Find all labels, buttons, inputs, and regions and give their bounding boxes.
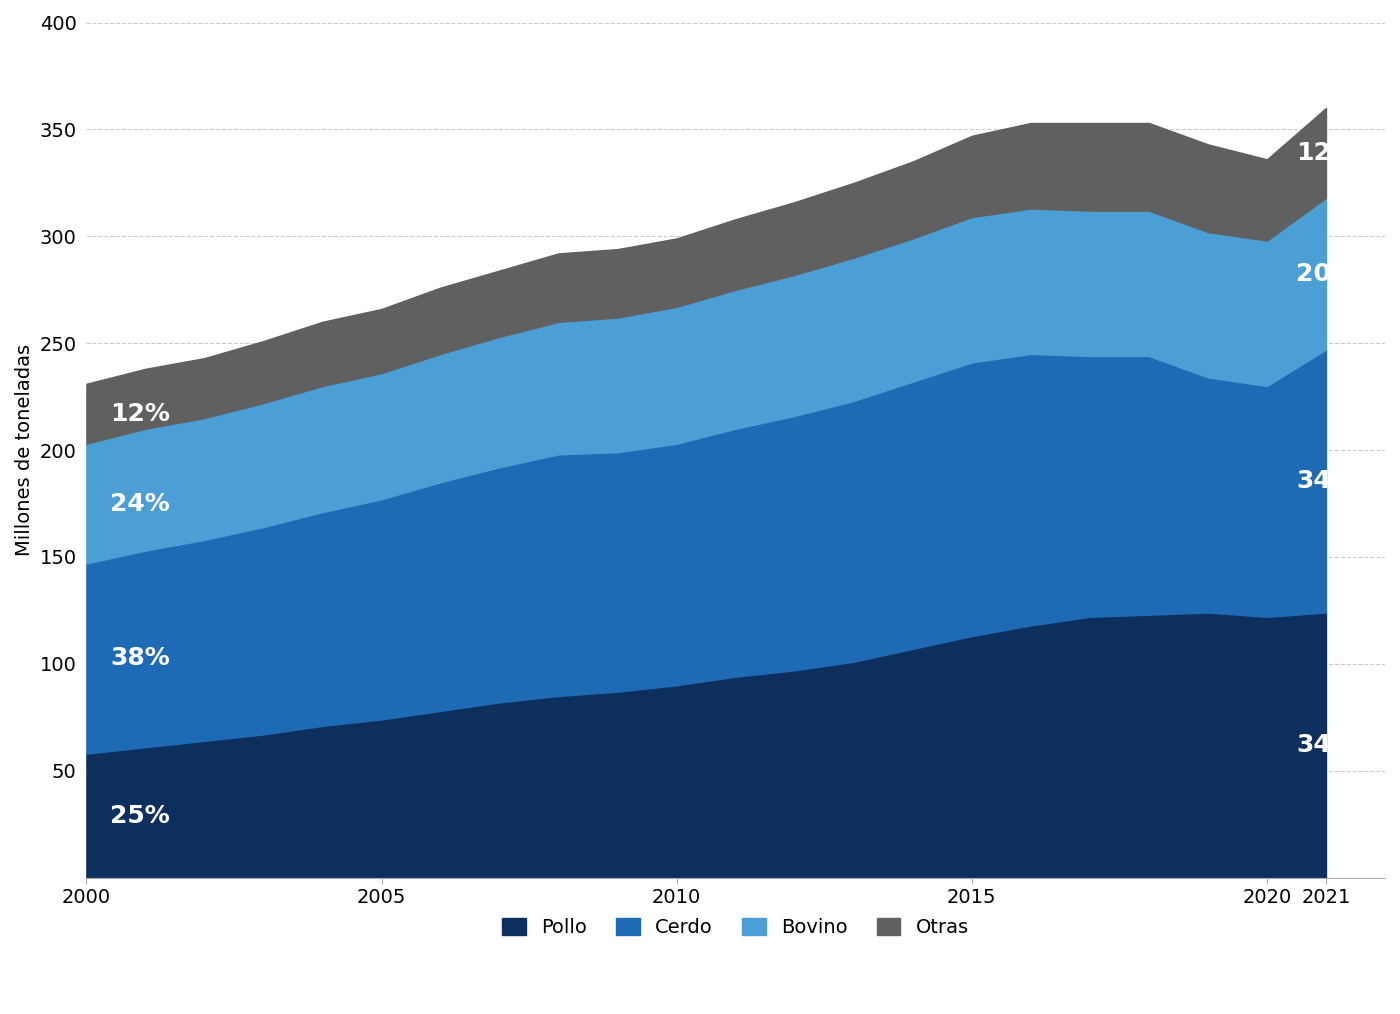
Text: 38%: 38% bbox=[111, 647, 169, 670]
Text: 34%: 34% bbox=[1296, 733, 1357, 757]
Text: 25%: 25% bbox=[111, 804, 169, 827]
Y-axis label: Millones de toneladas: Millones de toneladas bbox=[15, 344, 34, 556]
Text: 12%: 12% bbox=[111, 402, 169, 426]
Text: 12%: 12% bbox=[1296, 141, 1357, 165]
Text: 34%: 34% bbox=[1296, 469, 1357, 493]
Text: 24%: 24% bbox=[111, 492, 169, 515]
Legend: Pollo, Cerdo, Bovino, Otras: Pollo, Cerdo, Bovino, Otras bbox=[494, 910, 977, 945]
Text: 20%: 20% bbox=[1296, 262, 1357, 286]
